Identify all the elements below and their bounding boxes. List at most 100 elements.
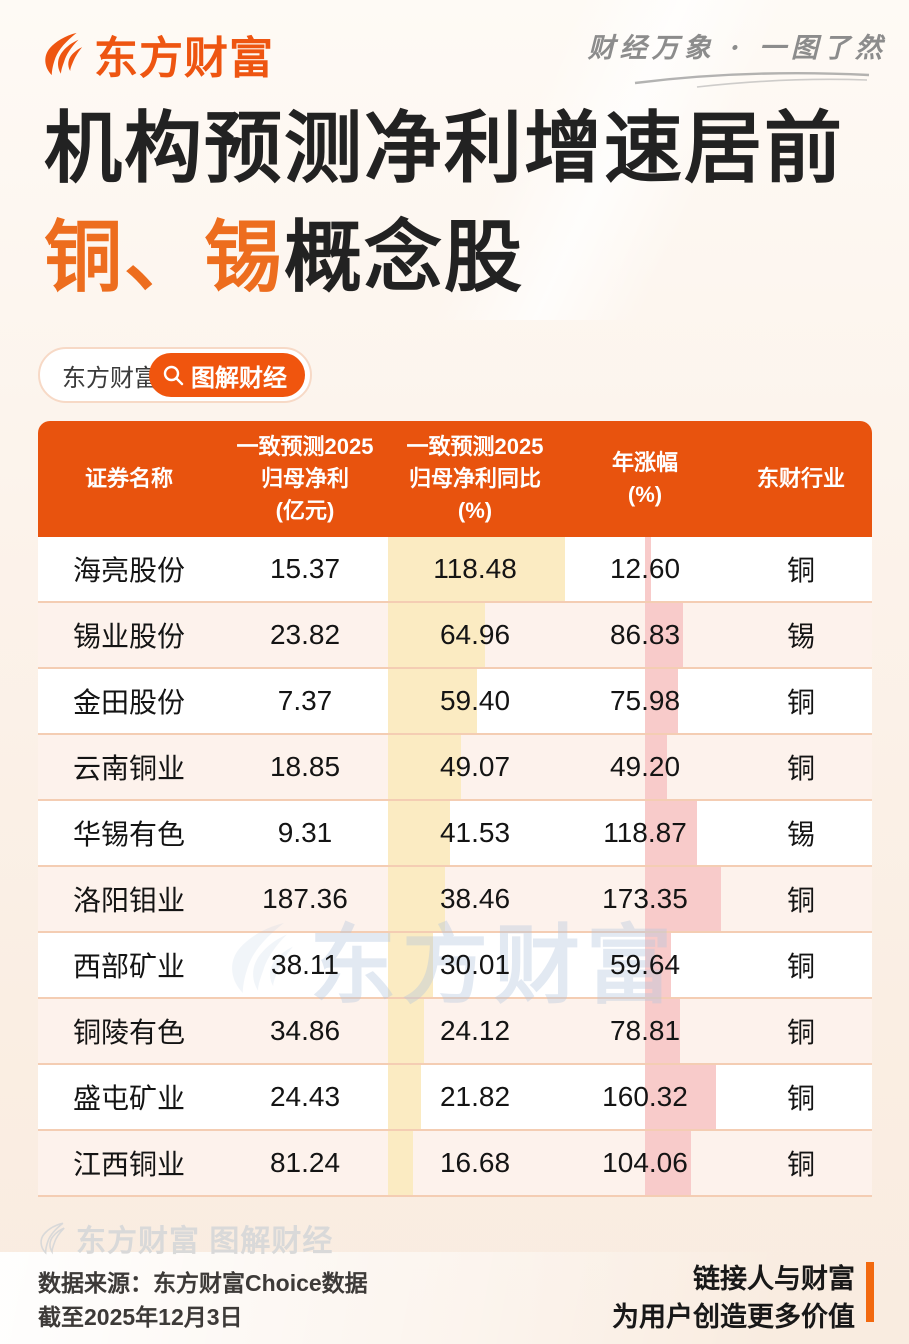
- table-row: 西部矿业 38.11 30.01 59.64 铜: [38, 933, 872, 999]
- yoy-cell: 30.01: [439, 949, 511, 980]
- header-name: 证券名称: [84, 466, 173, 492]
- yoy-cell: 49.07: [439, 751, 511, 782]
- app-badge[interactable]: 东方财富APP 图解财经: [38, 347, 312, 403]
- yoy-highlight-bar: [388, 669, 477, 733]
- stock-name-cell: 海亮股份: [72, 555, 185, 586]
- industry-cell: 铜: [786, 1017, 815, 1048]
- title-line2: 铜、锡概念股: [44, 203, 844, 312]
- profit-cell: 34.86: [269, 1015, 341, 1046]
- search-icon: [163, 365, 184, 386]
- industry-cell: 铜: [786, 885, 815, 916]
- yoy-cell: 21.82: [439, 1081, 511, 1112]
- title-highlight: 铜、锡: [44, 213, 285, 302]
- industry-cell: 铜: [786, 1083, 815, 1114]
- change-highlight-bar: [645, 1065, 716, 1129]
- slogan-accent-bar: [866, 1262, 874, 1322]
- change-cell: 118.87: [603, 817, 687, 848]
- change-cell: 75.98: [609, 685, 681, 716]
- yoy-cell: 64.96: [439, 619, 511, 650]
- flame-icon: [45, 32, 83, 76]
- yoy-cell: 59.40: [439, 685, 511, 716]
- brand-name: 东方财富: [94, 34, 274, 83]
- change-cell: 49.20: [609, 751, 681, 782]
- header-yoy: 一致预测2025 归母净利同比 (%): [406, 434, 544, 523]
- title-line1: 机构预测净利增速居前: [44, 104, 845, 192]
- profit-cell: 15.37: [269, 553, 341, 584]
- change-highlight-bar: [645, 1131, 691, 1195]
- slogan-line1: 链接人与财富: [693, 1264, 855, 1294]
- table-row: 锡业股份 23.82 64.96 86.83 锡: [38, 603, 872, 669]
- brand-logo: 东方财富: [38, 22, 274, 86]
- table-row: 江西铜业 81.24 16.68 104.06 铜: [38, 1131, 872, 1197]
- tagline-block: 财经万象 · 一图了然: [588, 26, 887, 89]
- table-row: 华锡有色 9.31 41.53 118.87 锡: [38, 801, 872, 867]
- industry-cell: 锡: [786, 621, 815, 652]
- yoy-highlight-bar: [388, 1065, 421, 1129]
- stock-name-cell: 盛屯矿业: [72, 1083, 185, 1114]
- table-row: 洛阳钼业 187.36 38.46 173.35 铜: [38, 867, 872, 933]
- footer-brand: 东方财富 图解财经: [36, 1216, 333, 1260]
- change-highlight-bar: [645, 669, 678, 733]
- yoy-cell: 118.48: [433, 553, 517, 584]
- change-highlight-bar: [645, 735, 667, 799]
- change-cell: 104.06: [602, 1147, 688, 1178]
- stock-name-cell: 江西铜业: [72, 1149, 185, 1180]
- yoy-highlight-bar: [388, 735, 461, 799]
- stock-name-cell: 金田股份: [72, 687, 185, 718]
- industry-cell: 铜: [786, 753, 815, 784]
- series-button[interactable]: 图解财经: [149, 353, 305, 397]
- yoy-cell: 24.12: [439, 1015, 511, 1046]
- profit-cell: 81.24: [269, 1147, 341, 1178]
- table-row: 金田股份 7.37 59.40 75.98 铜: [38, 669, 872, 735]
- change-highlight-bar: [645, 801, 697, 865]
- industry-cell: 铜: [786, 1149, 815, 1180]
- change-highlight-bar: [645, 603, 683, 667]
- change-cell: 59.64: [609, 949, 681, 980]
- industry-cell: 锡: [786, 819, 815, 850]
- yoy-cell: 38.46: [439, 883, 511, 914]
- change-cell: 173.35: [602, 883, 688, 914]
- slogan-line2: 为用户创造更多价值: [612, 1302, 855, 1332]
- yoy-highlight-bar: [388, 537, 565, 601]
- source-line2: 截至2025年12月3日: [38, 1304, 243, 1330]
- data-source: 数据来源：东方财富Choice数据 截至2025年12月3日: [38, 1266, 368, 1334]
- stock-name-cell: 华锡有色: [72, 819, 185, 850]
- profit-cell: 9.31: [277, 817, 333, 848]
- table-row: 盛屯矿业 24.43 21.82 160.32 铜: [38, 1065, 872, 1131]
- yoy-highlight-bar: [388, 603, 485, 667]
- change-cell: 78.81: [609, 1015, 681, 1046]
- profit-cell: 38.11: [271, 949, 339, 980]
- stock-name-cell: 云南铜业: [72, 753, 185, 784]
- slogan: 链接人与财富 为用户创造更多价值: [612, 1260, 855, 1336]
- stock-name-cell: 铜陵有色: [72, 1017, 185, 1048]
- table-row: 云南铜业 18.85 49.07 49.20 铜: [38, 735, 872, 801]
- table-body: 海亮股份 15.37 118.48 12.60 铜 锡业股份 23.82 64.…: [38, 537, 872, 1197]
- profit-cell: 24.43: [269, 1081, 341, 1112]
- change-cell: 86.83: [609, 619, 681, 650]
- change-highlight-bar: [645, 867, 721, 931]
- change-highlight-bar: [645, 999, 680, 1063]
- stocks-table: 证券名称 一致预测2025 归母净利 (亿元) 一致预测2025 归母净利同比 …: [38, 421, 872, 1197]
- industry-cell: 铜: [786, 951, 815, 982]
- stock-name-cell: 西部矿业: [72, 951, 185, 982]
- header-profit: 一致预测2025 归母净利 (亿元): [236, 434, 374, 523]
- yoy-highlight-bar: [388, 867, 445, 931]
- yoy-cell: 41.53: [439, 817, 511, 848]
- page-title: 机构预测净利增速居前 铜、锡概念股: [44, 94, 844, 312]
- profit-cell: 187.36: [262, 883, 348, 914]
- series-label: 图解财经: [191, 364, 287, 392]
- source-line1: 数据来源：东方财富Choice数据: [38, 1270, 368, 1296]
- stock-name-cell: 锡业股份: [72, 621, 185, 652]
- yoy-highlight-bar: [388, 801, 450, 865]
- stock-name-cell: 洛阳钼业: [72, 885, 185, 916]
- footer-flame-icon: [40, 1222, 65, 1255]
- yoy-highlight-bar: [388, 999, 424, 1063]
- tagline-text: 财经万象 · 一图了然: [587, 33, 887, 64]
- header-change: 年涨幅 (%): [611, 450, 678, 507]
- profit-cell: 18.85: [269, 751, 341, 782]
- profit-cell: 23.82: [269, 619, 341, 650]
- table-row: 海亮股份 15.37 118.48 12.60 铜: [38, 537, 872, 603]
- profit-cell: 7.37: [277, 685, 333, 716]
- table-header: 证券名称 一致预测2025 归母净利 (亿元) 一致预测2025 归母净利同比 …: [38, 421, 872, 537]
- industry-cell: 铜: [786, 555, 815, 586]
